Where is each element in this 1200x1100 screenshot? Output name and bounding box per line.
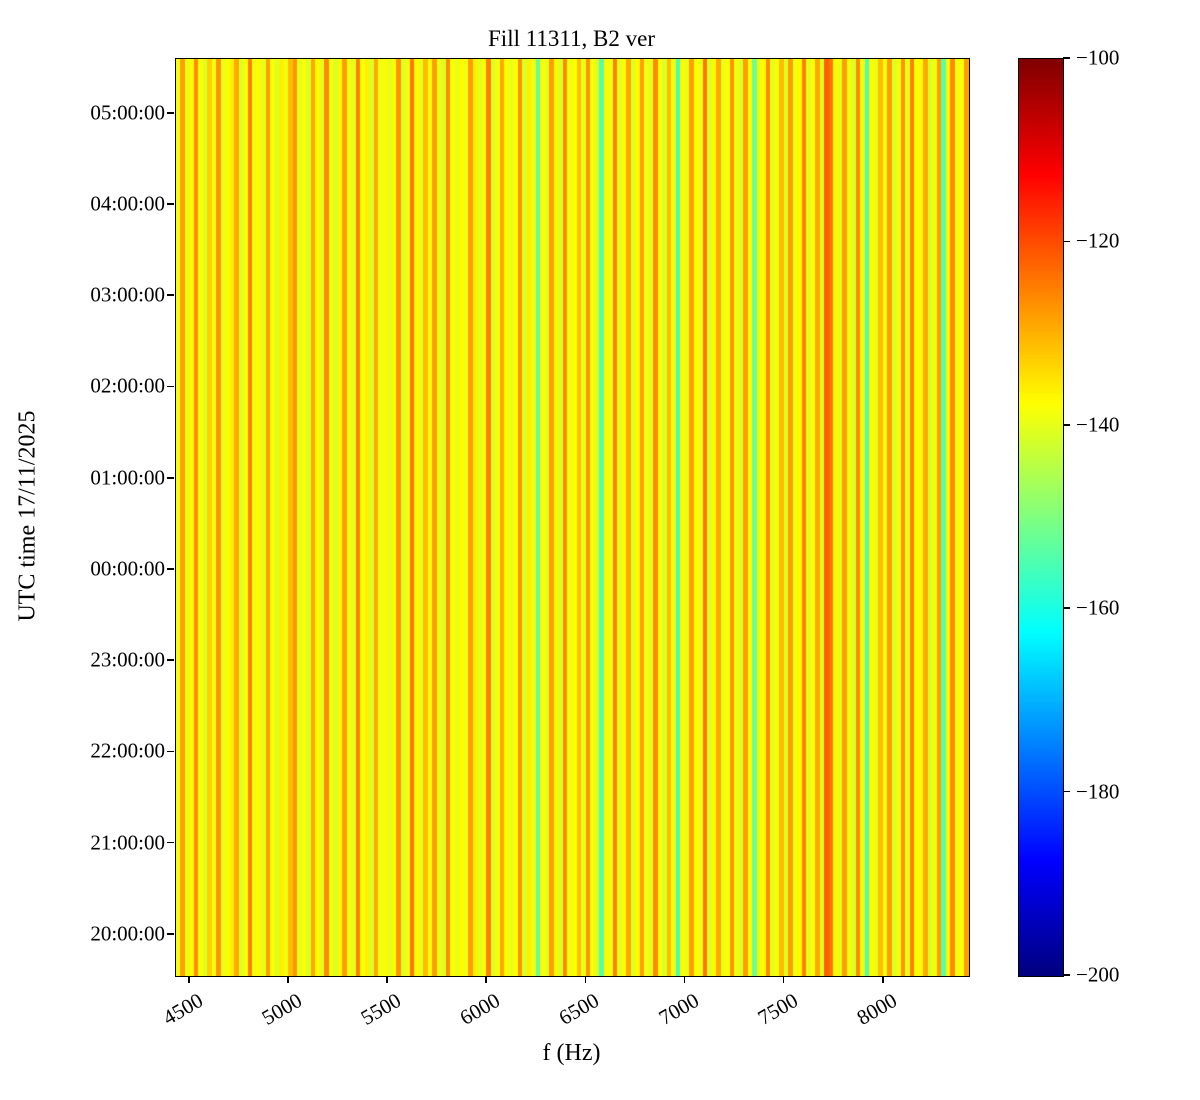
x-tick-label: 8000 (852, 988, 901, 1030)
colorbar-canvas (1019, 59, 1063, 976)
colorbar-tick-mark (1063, 57, 1070, 59)
y-tick-label: 20:00:00 (90, 921, 165, 946)
y-tick-mark (167, 111, 174, 114)
x-tick-label: 6500 (555, 988, 604, 1030)
colorbar-tick-mark (1063, 974, 1070, 976)
colorbar-tick-label: −160 (1076, 595, 1120, 620)
heatmap-canvas (176, 59, 969, 976)
colorbar-tick-label: −180 (1076, 779, 1120, 804)
y-tick-label: 01:00:00 (90, 465, 165, 490)
x-axis-label: f (Hz) (542, 1040, 601, 1066)
x-tick-label: 7000 (654, 988, 703, 1030)
y-tick-mark (167, 294, 174, 297)
colorbar-tick-mark (1063, 424, 1070, 426)
x-tick-label: 5000 (257, 988, 306, 1030)
y-tick-label: 23:00:00 (90, 647, 165, 672)
y-tick-mark (167, 568, 174, 570)
colorbar-tick-label: −120 (1076, 228, 1120, 253)
colorbar-tick-label: −100 (1076, 45, 1120, 70)
colorbar (1018, 58, 1064, 977)
x-tick-label: 6000 (455, 988, 505, 1030)
x-tick-label: 4500 (158, 988, 207, 1030)
y-tick-mark (167, 203, 174, 205)
colorbar-tick-label: −200 (1076, 962, 1120, 987)
plot-area (175, 58, 970, 977)
y-tick-label: 03:00:00 (90, 282, 165, 307)
y-axis-label: UTC time 17/11/2025 (14, 410, 41, 622)
x-tick-mark (386, 976, 388, 983)
x-tick-label: 5500 (356, 988, 406, 1030)
y-tick-label: 04:00:00 (90, 191, 165, 216)
y-tick-label: 00:00:00 (90, 556, 165, 581)
y-tick-label: 05:00:00 (90, 100, 165, 125)
colorbar-tick-mark (1063, 607, 1070, 609)
y-tick-mark (167, 750, 174, 753)
x-tick-mark (881, 976, 884, 983)
y-tick-mark (167, 385, 174, 388)
colorbar-tick-mark (1063, 790, 1070, 793)
x-tick-label: 7500 (753, 988, 802, 1030)
x-tick-mark (485, 976, 488, 983)
y-tick-mark (167, 476, 174, 479)
x-tick-mark (287, 976, 289, 983)
x-tick-mark (584, 976, 587, 983)
colorbar-tick-label: −140 (1076, 412, 1120, 437)
y-tick-label: 21:00:00 (90, 830, 165, 855)
x-tick-mark (782, 976, 785, 983)
x-tick-mark (188, 976, 190, 983)
chart-title: Fill 11311, B2 ver (488, 26, 655, 51)
y-tick-label: 02:00:00 (90, 373, 165, 398)
y-tick-mark (167, 933, 174, 935)
x-tick-mark (683, 976, 686, 983)
y-tick-mark (167, 659, 174, 661)
y-tick-mark (167, 841, 174, 844)
y-tick-label: 22:00:00 (90, 738, 165, 763)
colorbar-tick-mark (1063, 240, 1070, 243)
